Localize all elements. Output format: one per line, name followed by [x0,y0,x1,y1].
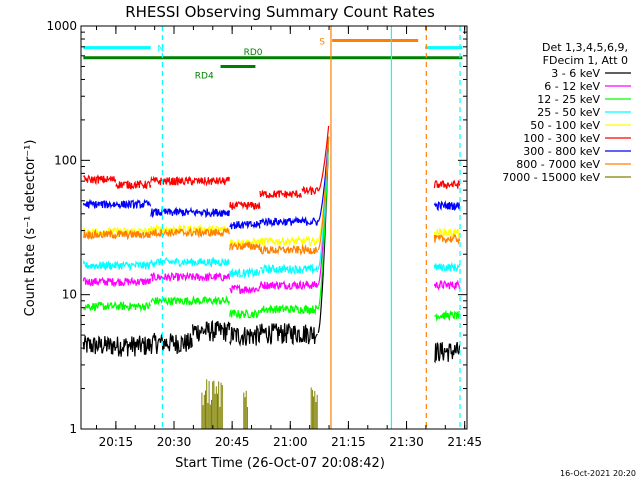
y-tick-label-2: 100 [54,153,77,167]
series-4-segment-3 [259,235,319,247]
series-4-segment-1 [150,223,230,236]
flag-rd0: RD0 [83,48,463,60]
series-8 [201,379,318,429]
legend-entry-7: 800 - 7000 keV [516,158,600,171]
legend-header-0: Det 1,3,4,5,6,9, [542,41,628,54]
axes-layer: 20:15 20:30 20:45 21:00 21:15 21:30 21:45 1 10 10… [46,19,482,449]
y-axis-label: Count Rate (s⁻¹ detector⁻¹) [23,140,38,317]
series-3-segment-3 [259,263,319,276]
series-3 [82,136,461,279]
flag-rd4: RD4 [195,64,256,81]
series-1-segment-1 [150,271,230,282]
flag-s: S [319,37,419,47]
x-tick-label-3: 21:00 [273,435,308,449]
series-7-segment-3 [259,243,319,256]
x-axis-label: Start Time (26-Oct-07 20:08:42) [175,456,385,471]
series-2-segment-0 [82,300,152,313]
flag-label-rd0: RD0 [244,48,263,58]
x-tick-label-5: 21:30 [389,435,424,449]
y-tick-label-0: 1 [69,422,77,436]
series-1-segment-3 [259,280,319,291]
flag-n: N [83,45,463,55]
series-2-segment-4 [434,309,460,322]
markers-layer [161,26,461,429]
series-7-segment-0 [82,228,152,241]
legend-entry-6: 300 - 800 keV [523,145,600,158]
series-5-segment-6 [433,179,461,190]
x-tick-label-6: 21:45 [447,435,482,449]
series-6-segment-0 [82,198,152,210]
series-0-segment-2 [192,319,231,342]
plot-frame [80,25,468,430]
series-5-segment-2 [150,175,230,187]
series-1 [82,136,461,295]
series-6-segment-3 [259,215,319,228]
series-5-segment-5 [301,185,319,196]
series-6-segment-1 [150,206,230,219]
flag-label-n: N [157,45,164,55]
series-2-segment-1 [150,294,230,306]
x-tick-label-2: 20:45 [215,435,250,449]
series-3-segment-2 [229,266,261,279]
legend-entry-1: 6 - 12 keV [544,80,600,93]
series-0-segment-5 [433,341,461,364]
series-5-flare-rise [317,125,330,192]
series-4-segment-4 [433,227,461,239]
x-tick-label-0: 20:15 [99,435,134,449]
series-2-segment-2 [229,309,261,320]
legend: Det 1,3,4,5,6,9,FDecim 1, Att 03 - 6 keV… [502,41,631,184]
series-5-segment-0 [82,174,117,186]
series-5 [82,125,461,211]
footer-date: 16-Oct-2021 20:20 [560,469,636,478]
flag-label-s: S [319,37,325,47]
series-1-segment-2 [229,283,261,295]
x-tick-label-4: 21:15 [331,435,366,449]
series-7-segment-1 [150,226,230,239]
series-3-segment-1 [150,256,230,269]
series-5-segment-3 [229,200,261,211]
legend-entry-3: 25 - 50 keV [537,106,600,119]
legend-entry-4: 50 - 100 keV [530,119,600,132]
series-5-segment-4 [259,189,302,199]
legend-entry-2: 12 - 25 keV [537,93,600,106]
legend-header-1: FDecim 1, Att 0 [543,54,628,67]
series-7-segment-4 [433,233,461,246]
x-tick-label-1: 20:30 [157,435,192,449]
series-0-segment-1 [150,332,193,355]
series-0-segment-3 [229,325,261,347]
series-layer [82,125,461,429]
series-3-segment-0 [82,259,152,272]
series-3-segment-4 [433,261,461,273]
series-7 [82,136,461,256]
series-1-segment-0 [82,276,152,288]
legend-entry-8: 7000 - 15000 keV [502,171,600,184]
series-1-segment-4 [433,279,461,291]
legend-entry-0: 3 - 6 keV [551,67,600,80]
series-6-segment-4 [433,200,461,212]
y-tick-label-1: 10 [62,288,77,302]
y-tick-label-3: 1000 [46,19,77,33]
chart-title: RHESSI Observing Summary Count Rates [125,3,435,21]
series-7-flare-rise [317,136,330,251]
flag-label-rd4: RD4 [195,71,214,81]
series-7-segment-2 [229,241,261,251]
series-0-segment-0 [82,335,152,357]
series-6-segment-2 [229,220,261,230]
flags-layer: N S RD0 RD4 [83,37,463,81]
legend-entry-5: 100 - 300 keV [523,132,600,145]
series-5-segment-1 [115,180,152,190]
series-2-segment-3 [259,303,319,316]
series-0-segment-4 [259,323,318,346]
